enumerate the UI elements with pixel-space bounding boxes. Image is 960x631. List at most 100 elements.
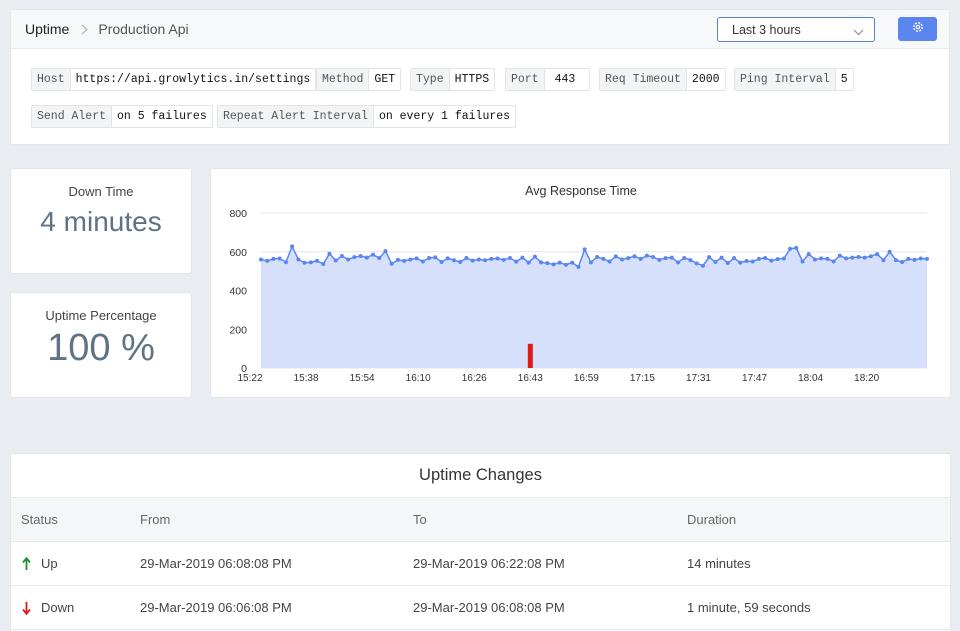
- data-point[interactable]: [402, 258, 407, 263]
- data-point[interactable]: [582, 247, 587, 252]
- data-point[interactable]: [707, 255, 712, 260]
- data-point[interactable]: [377, 255, 382, 260]
- data-point[interactable]: [781, 256, 786, 261]
- data-point[interactable]: [812, 257, 817, 262]
- data-point[interactable]: [788, 246, 793, 251]
- data-point[interactable]: [750, 259, 755, 264]
- data-point[interactable]: [265, 258, 270, 263]
- data-point[interactable]: [794, 245, 799, 250]
- data-point[interactable]: [364, 255, 369, 260]
- data-point[interactable]: [912, 257, 917, 262]
- data-point[interactable]: [327, 251, 332, 256]
- data-point[interactable]: [868, 254, 873, 259]
- data-point[interactable]: [856, 254, 861, 259]
- data-point[interactable]: [893, 258, 898, 263]
- data-point[interactable]: [769, 258, 774, 263]
- data-point[interactable]: [595, 254, 600, 259]
- data-point[interactable]: [290, 244, 295, 249]
- breadcrumb-root[interactable]: Uptime: [25, 21, 70, 37]
- data-point[interactable]: [520, 255, 525, 260]
- data-point[interactable]: [302, 260, 307, 265]
- data-point[interactable]: [483, 258, 488, 263]
- data-point[interactable]: [644, 253, 649, 258]
- data-point[interactable]: [315, 258, 320, 263]
- data-point[interactable]: [906, 256, 911, 261]
- data-point[interactable]: [259, 257, 263, 262]
- data-point[interactable]: [763, 255, 768, 260]
- data-point[interactable]: [576, 264, 581, 269]
- data-point[interactable]: [620, 257, 625, 262]
- data-point[interactable]: [427, 255, 432, 260]
- data-point[interactable]: [495, 256, 500, 261]
- data-point[interactable]: [526, 260, 531, 265]
- data-point[interactable]: [539, 260, 544, 265]
- data-point[interactable]: [296, 257, 301, 262]
- data-point[interactable]: [383, 249, 388, 254]
- data-point[interactable]: [451, 258, 456, 263]
- data-point[interactable]: [277, 256, 282, 261]
- data-point[interactable]: [514, 259, 519, 264]
- data-point[interactable]: [669, 255, 674, 260]
- data-point[interactable]: [414, 256, 419, 261]
- data-point[interactable]: [389, 261, 394, 266]
- data-point[interactable]: [464, 255, 469, 260]
- data-point[interactable]: [308, 260, 313, 265]
- data-point[interactable]: [719, 255, 724, 260]
- data-point[interactable]: [321, 261, 326, 266]
- data-point[interactable]: [358, 254, 363, 259]
- data-point[interactable]: [470, 258, 475, 263]
- data-point[interactable]: [756, 256, 761, 261]
- data-point[interactable]: [725, 260, 730, 265]
- data-point[interactable]: [900, 260, 905, 265]
- data-point[interactable]: [476, 257, 481, 262]
- settings-button[interactable]: [898, 17, 937, 41]
- data-point[interactable]: [850, 255, 855, 260]
- data-point[interactable]: [489, 256, 494, 261]
- data-point[interactable]: [570, 260, 575, 265]
- data-point[interactable]: [271, 256, 276, 261]
- data-point[interactable]: [501, 257, 506, 262]
- data-point[interactable]: [688, 258, 693, 263]
- data-point[interactable]: [800, 259, 805, 264]
- data-point[interactable]: [371, 252, 376, 257]
- data-point[interactable]: [713, 260, 718, 265]
- data-point[interactable]: [918, 256, 923, 261]
- data-point[interactable]: [638, 256, 643, 261]
- data-point[interactable]: [408, 257, 413, 262]
- data-point[interactable]: [458, 260, 463, 265]
- data-point[interactable]: [601, 256, 606, 261]
- data-point[interactable]: [588, 260, 593, 265]
- data-point[interactable]: [551, 262, 556, 267]
- data-point[interactable]: [844, 256, 849, 261]
- data-point[interactable]: [775, 257, 780, 262]
- response-time-chart[interactable]: Avg Response Time 0 200 400 600 800 15:22 15:3…: [211, 169, 952, 399]
- data-point[interactable]: [626, 256, 631, 261]
- data-point[interactable]: [607, 259, 612, 264]
- data-point[interactable]: [395, 257, 400, 262]
- data-point[interactable]: [694, 261, 699, 266]
- data-point[interactable]: [532, 254, 537, 259]
- data-point[interactable]: [339, 254, 344, 259]
- data-point[interactable]: [632, 254, 637, 259]
- data-point[interactable]: [352, 255, 357, 260]
- data-point[interactable]: [887, 249, 892, 254]
- data-point[interactable]: [333, 258, 338, 263]
- downtime-marker[interactable]: [527, 343, 533, 368]
- data-point[interactable]: [819, 256, 824, 261]
- data-point[interactable]: [831, 259, 836, 264]
- data-point[interactable]: [563, 262, 568, 267]
- data-point[interactable]: [744, 259, 749, 264]
- data-point[interactable]: [557, 260, 562, 265]
- data-point[interactable]: [700, 263, 705, 268]
- data-point[interactable]: [881, 258, 886, 263]
- data-point[interactable]: [663, 256, 668, 261]
- data-point[interactable]: [806, 252, 811, 257]
- data-point[interactable]: [283, 260, 288, 265]
- data-point[interactable]: [862, 255, 867, 260]
- time-range-select[interactable]: Last 3 hours: [717, 17, 875, 42]
- data-point[interactable]: [545, 261, 550, 266]
- data-point[interactable]: [346, 257, 351, 262]
- data-point[interactable]: [875, 252, 880, 257]
- data-point[interactable]: [925, 256, 929, 261]
- data-point[interactable]: [507, 255, 512, 260]
